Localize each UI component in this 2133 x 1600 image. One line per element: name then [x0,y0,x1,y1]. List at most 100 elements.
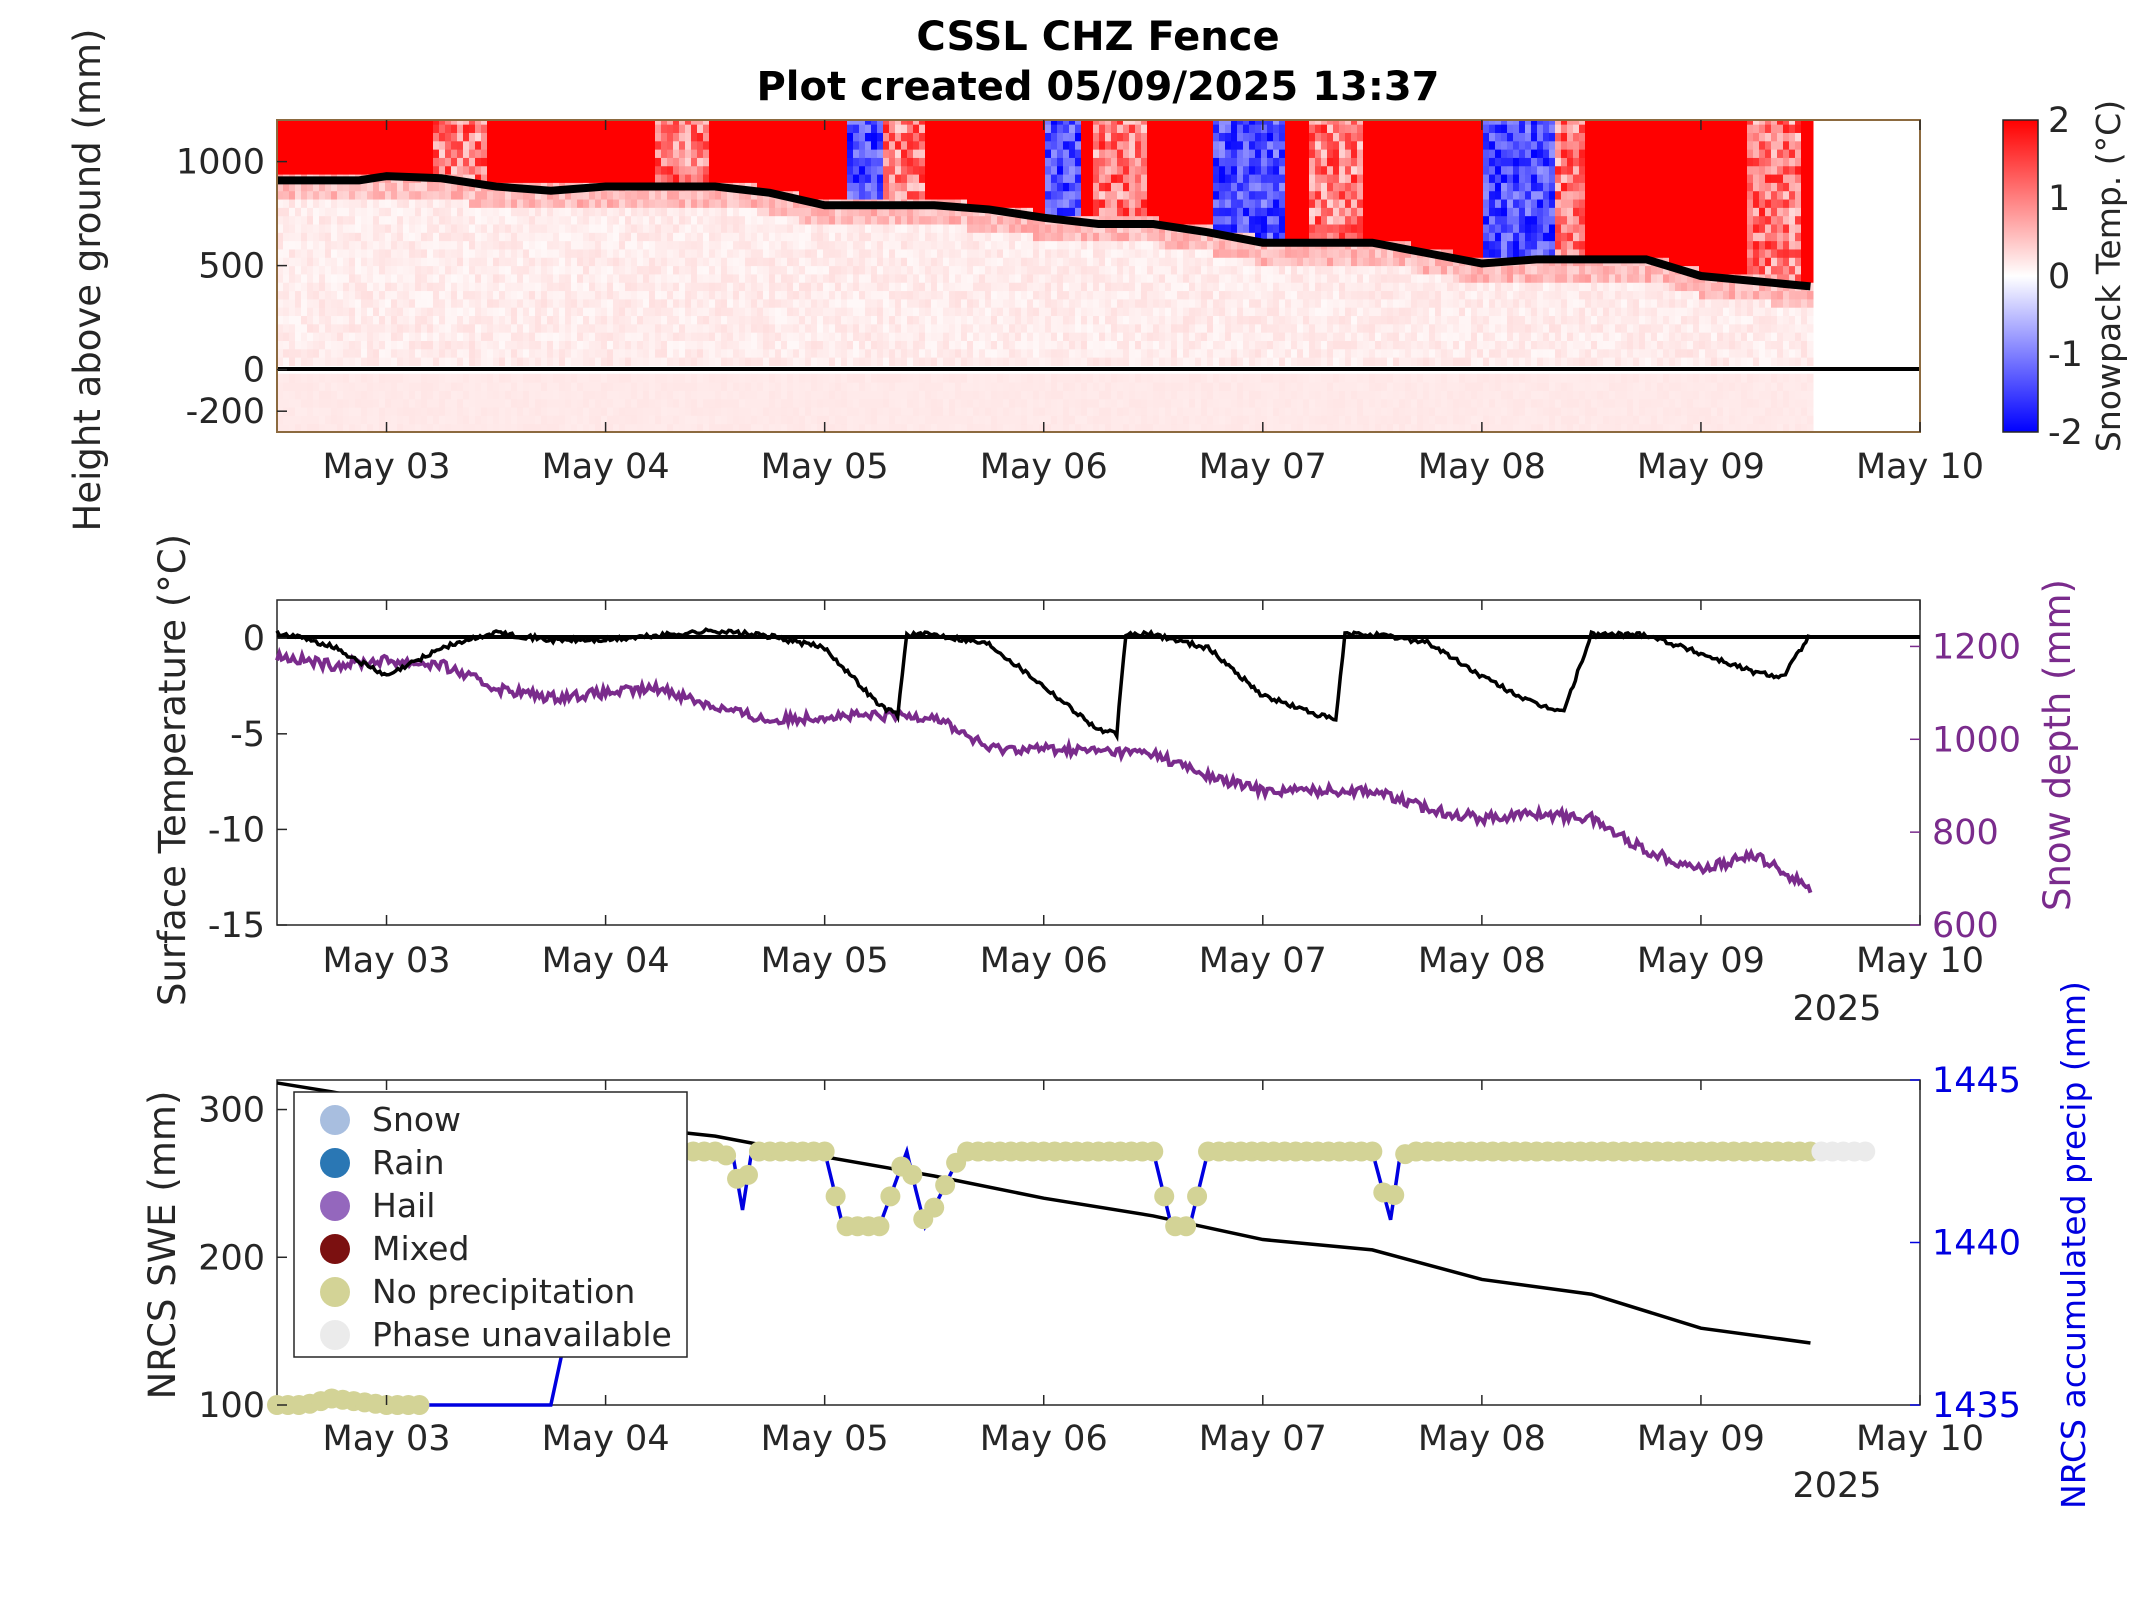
heatmap-cell [1081,298,1088,308]
heatmap-cell [715,248,722,258]
heatmap-cell [817,315,824,325]
heatmap-cell [991,232,998,242]
heatmap-cell [877,124,884,133]
heatmap-cell [859,257,866,267]
heatmap-cell [1003,240,1010,250]
heatmap-cell [691,298,698,308]
heatmap-cell [1069,149,1076,158]
heatmap-cell [997,273,1004,283]
heatmap-cell [733,348,740,358]
heatmap-cell [673,248,680,258]
heatmap-cell [1027,120,1034,125]
heatmap-cell [553,265,560,275]
heatmap-cell [931,232,938,242]
heatmap-cell [607,199,614,208]
snowpack-heatmap [277,120,1814,432]
heatmap-cell [667,232,674,242]
heatmap-cell [1027,373,1034,383]
heatmap-cell [985,407,992,416]
heatmap-cell [1039,157,1046,167]
heatmap-cell [985,174,992,183]
heatmap-cell [961,382,968,391]
heatmap-cell [301,273,308,283]
heatmap-cell [925,348,932,358]
heatmap-cell [577,373,584,383]
heatmap-cell [397,257,404,267]
heatmap-cell [535,340,542,350]
heatmap-cell [775,140,782,150]
heatmap-cell [943,282,950,292]
heatmap-cell [997,174,1004,183]
heatmap-cell [727,215,734,225]
heatmap-cell [919,340,926,350]
heatmap-cell [289,248,296,258]
heatmap-cell [991,190,998,200]
heatmap-cell [685,248,692,258]
heatmap-cell [379,207,386,217]
heatmap-cell [685,207,692,217]
heatmap-cell [685,382,692,391]
heatmap-cell [703,215,710,225]
heatmap-cell [1003,323,1010,333]
heatmap-cell [931,207,938,217]
heatmap-cell [1057,157,1064,167]
heatmap-cell [331,190,338,200]
heatmap-cell [637,357,644,366]
heatmap-cell [979,398,986,408]
heatmap-cell [397,165,404,175]
heatmap-cell [439,257,446,267]
heatmap-cell [769,382,776,391]
heatmap-cell [373,340,380,350]
heatmap-cell [751,282,758,292]
heatmap-cell [463,307,470,317]
heatmap-cell [949,132,956,142]
heatmap-cell [565,207,572,217]
heatmap-cell [763,332,770,341]
heatmap-cell [889,298,896,308]
heatmap-cell [793,382,800,391]
heatmap-cell [463,340,470,350]
heatmap-cell [1021,215,1028,225]
heatmap-cell [1081,207,1088,217]
heatmap-cell [565,398,572,408]
heatmap-cell [565,423,572,432]
heatmap-cell [505,215,512,225]
heatmap-cell [703,165,710,175]
heatmap-cell [679,174,686,183]
heatmap-cell [733,199,740,208]
heatmap-cell [313,315,320,325]
heatmap-cell [1081,273,1088,283]
heatmap-cell [751,348,758,358]
heatmap-cell [733,190,740,200]
heatmap-cell [1009,140,1016,150]
heatmap-cell [289,165,296,175]
heatmap-cell [955,307,962,317]
heatmap-cell [613,273,620,283]
heatmap-cell [427,407,434,416]
heatmap-cell [895,357,902,366]
heatmap-cell [733,265,740,275]
heatmap-cell [913,407,920,416]
heatmap-cell [661,190,668,200]
heatmap-cell [817,149,824,158]
heatmap-cell [289,382,296,391]
heatmap-cell [505,132,512,142]
heatmap-cell [709,282,716,292]
heatmap-cell [481,407,488,416]
heatmap-cell [799,165,806,175]
heatmap-cell [355,240,362,250]
heatmap-cell [331,273,338,283]
heatmap-cell [793,357,800,366]
heatmap-cell [655,240,662,250]
heatmap-cell [409,157,416,167]
heatmap-cell [817,407,824,416]
heatmap-cell [1069,120,1076,125]
heatmap-cell [499,190,506,200]
heatmap-cell [559,423,566,432]
heatmap-cell [301,290,308,300]
heatmap-cell [793,265,800,275]
heatmap-cell [1045,120,1052,125]
heatmap-cell [289,257,296,267]
heatmap-cell [505,398,512,408]
heatmap-cell [847,373,854,383]
